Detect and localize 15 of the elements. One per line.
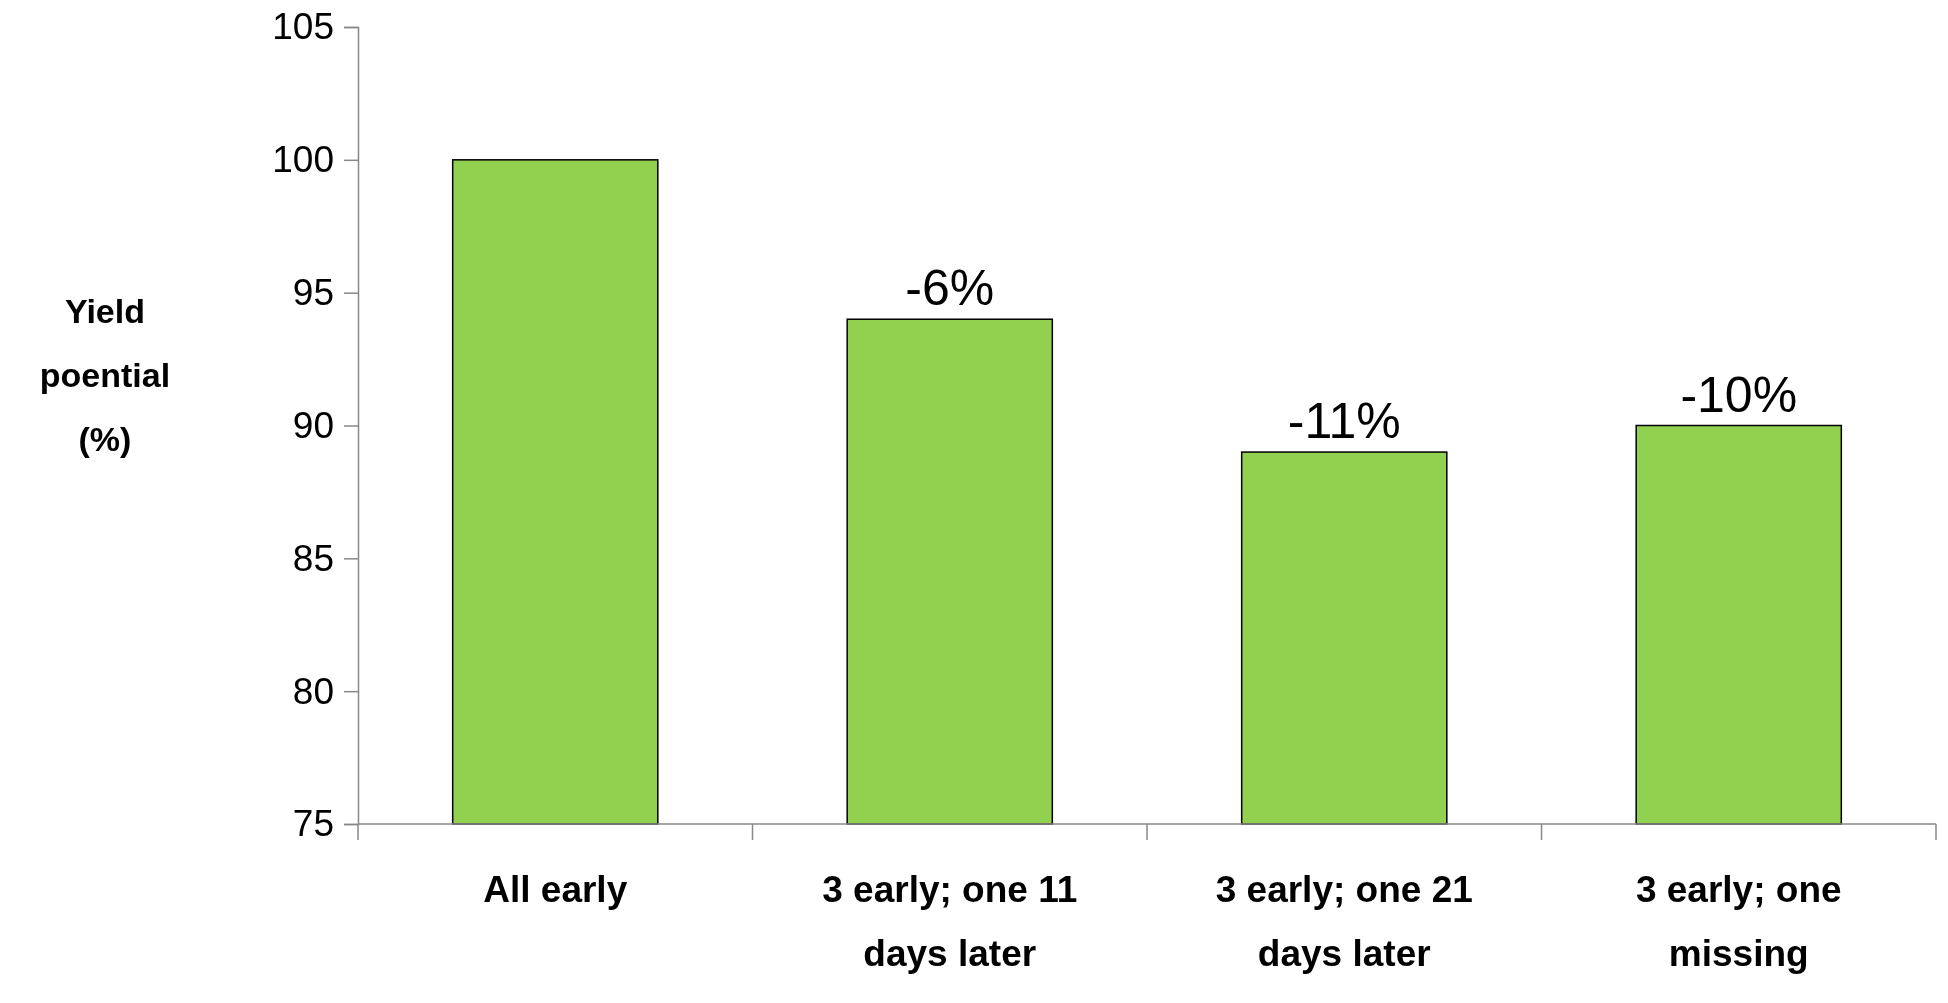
y-tick-label: 95 [292, 272, 334, 314]
y-tick-label: 85 [292, 537, 334, 579]
y-tick-label: 75 [292, 803, 334, 845]
y-axis-title: Yield poential (%) [39, 292, 171, 458]
y-tick-label: 105 [272, 6, 334, 48]
x-tick-label: 3 early; one 11 days later [822, 869, 1078, 974]
x-tick-label: All early [483, 869, 628, 910]
x-tick-label: 3 early; one missing [1635, 869, 1842, 974]
annotation: -11% [1287, 393, 1401, 450]
y-tick-label: 80 [292, 670, 334, 712]
y-tick-label: 100 [272, 139, 334, 181]
y-tick-label: 90 [292, 404, 334, 446]
annotation: -10% [1680, 366, 1798, 423]
annotation: -6% [905, 260, 995, 317]
x-tick-label: 3 early; one 21 days later [1215, 869, 1473, 974]
